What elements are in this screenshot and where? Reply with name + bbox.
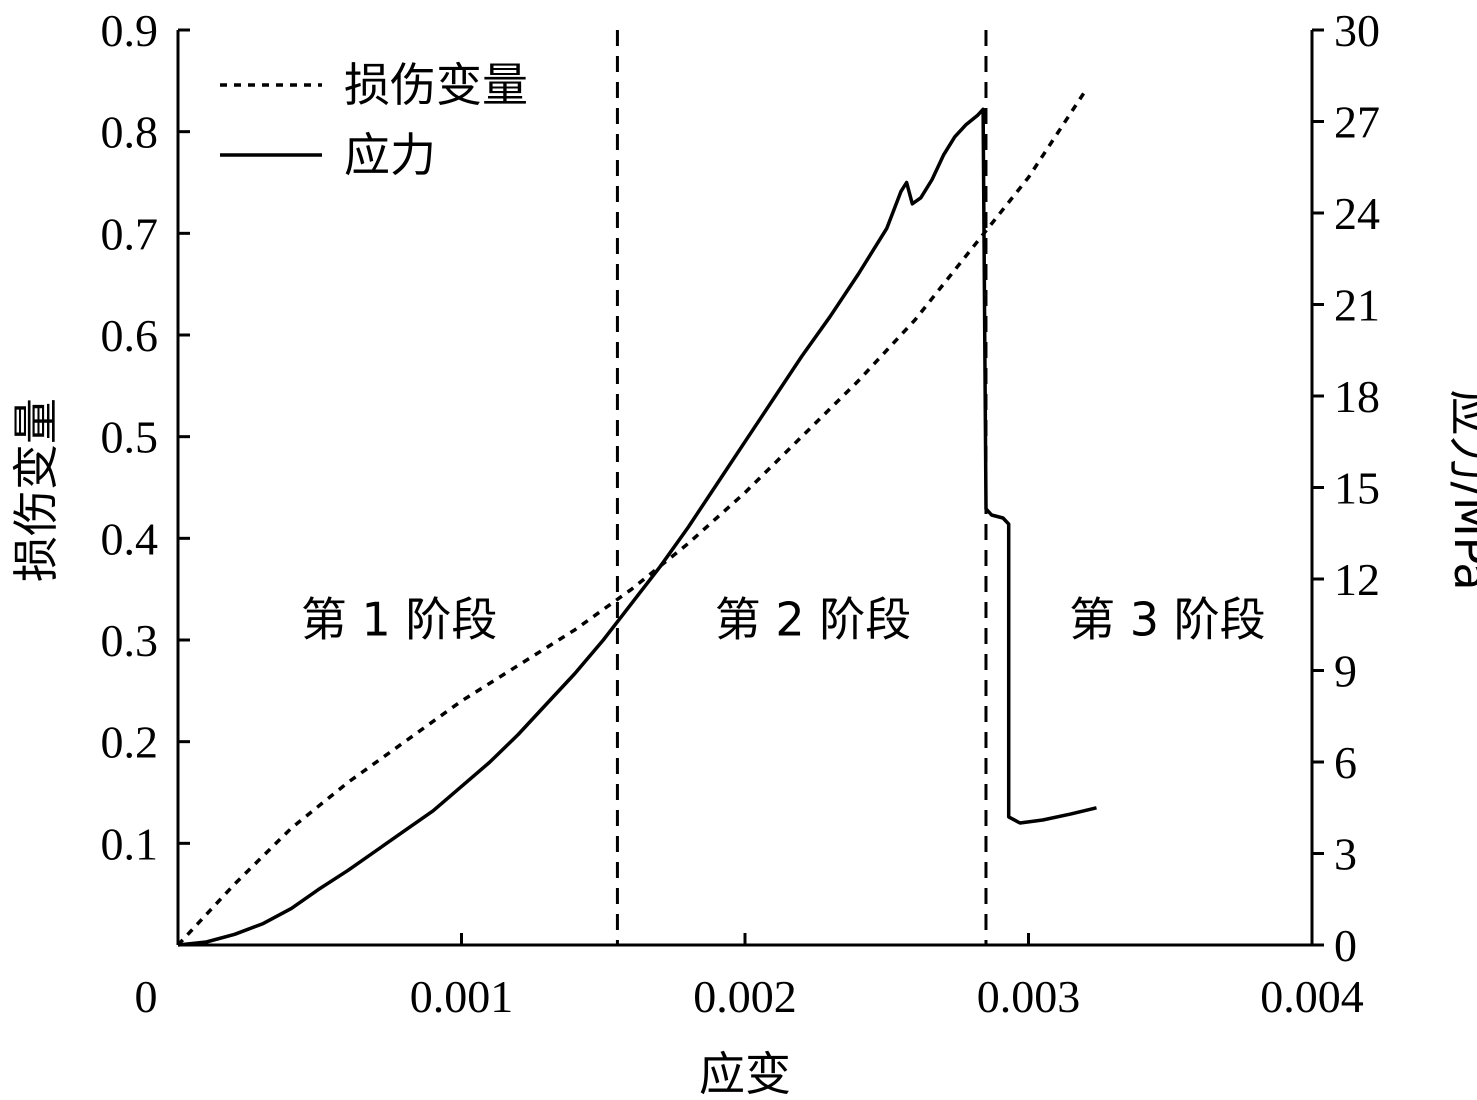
right-y-tick-label: 30 (1334, 5, 1380, 56)
right-y-tick-label: 6 (1334, 737, 1357, 788)
left-y-tick-label: 0.8 (101, 107, 159, 158)
x-tick-label: 0.003 (977, 971, 1081, 1022)
legend-label: 损伤变量 (344, 58, 528, 112)
right-y-tick-label: 0 (1334, 920, 1357, 971)
right-y-tick-label: 18 (1334, 371, 1380, 422)
left-y-tick-label: 0.2 (101, 717, 159, 768)
right-y-tick-label: 3 (1334, 829, 1357, 880)
damage-variable-series (176, 90, 1087, 947)
phase-labels: 第 1 阶段 第 2 阶段 第 3 阶段 (301, 593, 1266, 647)
right-y-tick-label: 21 (1334, 280, 1380, 331)
phase-label: 第 3 阶段 (1069, 593, 1266, 647)
right-y-axis-ticks: 0 3 6 9 12 15 18 21 24 27 30 (1312, 5, 1380, 971)
left-y-tick-label: 0.6 (101, 310, 159, 361)
left-y-tick-label: 0.3 (101, 615, 159, 666)
x-tick-label: 0 (135, 971, 158, 1022)
left-y-tick-label: 0.1 (101, 818, 159, 869)
right-y-axis-label: 应力/MPa (1444, 389, 1477, 590)
x-axis-label: 应变 (699, 1047, 791, 1100)
phase-label: 第 1 阶段 (301, 593, 498, 647)
phase-boundaries (615, 30, 988, 945)
x-axis-ticks: 0 0.001 0.002 0.003 0.004 (135, 933, 1364, 1022)
phase-label: 第 2 阶段 (715, 593, 912, 647)
x-tick-label: 0.004 (1260, 971, 1364, 1022)
left-y-tick-label: 0.5 (101, 412, 159, 463)
left-y-axis-ticks: 0.1 0.2 0.3 0.4 0.5 0.6 0.7 0.8 0.9 (101, 5, 190, 869)
right-y-tick-label: 27 (1334, 97, 1380, 148)
stress-series (177, 107, 1097, 947)
legend-label: 应力 (344, 128, 436, 182)
left-y-tick-label: 0.9 (101, 5, 159, 56)
right-y-tick-label: 9 (1334, 646, 1357, 697)
right-y-tick-label: 12 (1334, 554, 1380, 605)
right-y-tick-label: 24 (1334, 188, 1380, 239)
left-y-tick-label: 0.7 (101, 208, 159, 259)
right-y-tick-label: 15 (1334, 463, 1380, 514)
series-layer (176, 90, 1097, 947)
left-y-tick-label: 0.4 (101, 513, 159, 564)
left-y-axis-label: 损伤变量 (9, 398, 63, 582)
x-tick-label: 0.002 (693, 971, 797, 1022)
x-tick-label: 0.001 (410, 971, 514, 1022)
